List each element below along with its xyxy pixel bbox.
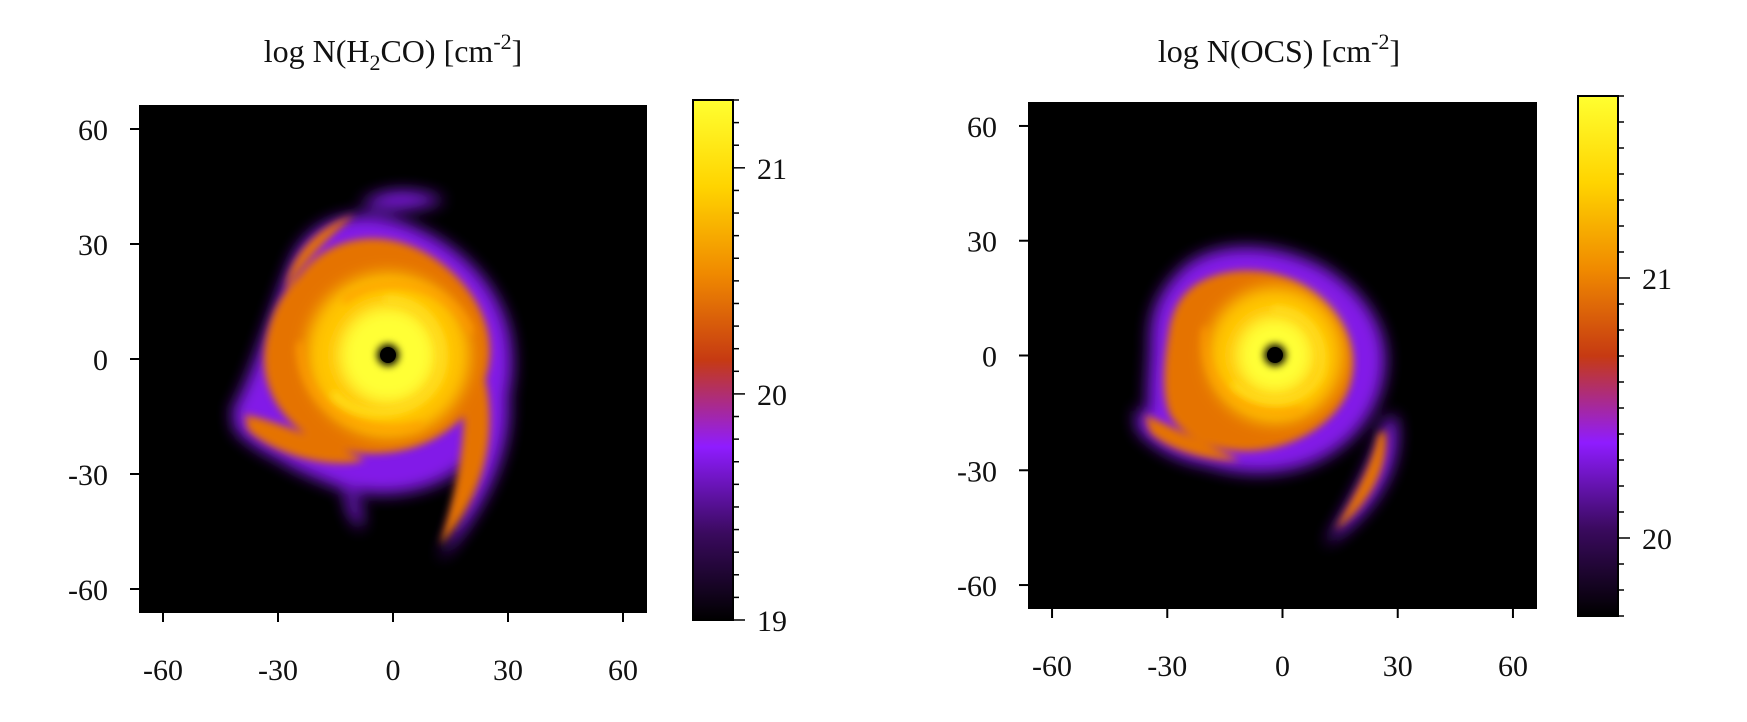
- y-tick-label: -60: [68, 574, 108, 607]
- streak-1: [331, 296, 447, 417]
- colorbar-tick-label: 21: [1642, 263, 1672, 296]
- y-tick-label: 0: [982, 341, 997, 374]
- x-axis-ocs: -60 -30 0 30 60: [1032, 608, 1528, 683]
- mid-arm-sw-ocs: [1145, 415, 1240, 461]
- mid-arm-se-ocs: [1335, 430, 1386, 530]
- colorbar-frame: [692, 99, 734, 621]
- panel-h2co: log N(H2CO) [cm-2]: [68, 29, 787, 687]
- colorbar-scale: [1578, 96, 1618, 616]
- y-tick-label: 0: [93, 344, 108, 377]
- mid-arm-se: [440, 360, 490, 545]
- x-tick-label: -60: [1032, 650, 1072, 683]
- x-tick-label: 0: [386, 654, 401, 687]
- spiral-streaks-ocs: [1201, 306, 1327, 415]
- emission-map-ocs: [1135, 246, 1398, 545]
- y-tick-label: -60: [957, 570, 997, 603]
- y-tick-label: -30: [68, 459, 108, 492]
- x-tick-label: 60: [1498, 650, 1528, 683]
- spiral-streaks-h2co: [296, 281, 474, 432]
- x-tick-label: 0: [1275, 650, 1290, 683]
- x-tick-label: 30: [493, 654, 523, 687]
- y-tick-label: 60: [78, 114, 108, 147]
- streak-2: [341, 281, 474, 334]
- x-axis-h2co: -60 -30 0 30 60: [143, 612, 638, 687]
- colorbar-tick-label: 20: [757, 379, 787, 412]
- colorbar-scale: [693, 100, 733, 620]
- halo-blob-s: [345, 490, 362, 530]
- panel-ocs: log N(OCS) [cm-2]: [957, 29, 1672, 683]
- emission-map-h2co: [232, 191, 513, 560]
- x-tick-label: -30: [258, 654, 298, 687]
- inner-hole-core-h2co: [380, 347, 396, 363]
- streak-3: [296, 341, 424, 432]
- colorbar-tick-label: 20: [1642, 523, 1672, 556]
- colorbar-tick-label: 19: [757, 605, 787, 638]
- y-tick-label: 30: [78, 229, 108, 262]
- y-axis-h2co: -60 -30 0 30 60: [68, 114, 140, 607]
- y-tick-label: 60: [967, 111, 997, 144]
- streak-1-ocs: [1231, 306, 1327, 405]
- colorbar-h2co: 19 20 21: [692, 99, 787, 638]
- x-tick-label: 30: [1383, 650, 1413, 683]
- halo-arm-ne: [360, 191, 445, 210]
- streak-2-ocs: [1201, 327, 1303, 415]
- x-tick-label: -30: [1147, 650, 1187, 683]
- y-axis-ocs: -60 -30 0 30 60: [957, 111, 1029, 603]
- mid-arm-sw: [245, 415, 365, 464]
- colorbar-tick-label: 21: [757, 153, 787, 186]
- inner-hole-core-ocs: [1267, 347, 1283, 363]
- x-tick-label: -60: [143, 654, 183, 687]
- y-tick-label: 30: [967, 226, 997, 259]
- y-tick-label: -30: [957, 455, 997, 488]
- x-tick-label: 60: [608, 654, 638, 687]
- panel-title-h2co: log N(H2CO) [cm-2]: [264, 29, 523, 75]
- panel-title-ocs: log N(OCS) [cm-2]: [1158, 29, 1400, 69]
